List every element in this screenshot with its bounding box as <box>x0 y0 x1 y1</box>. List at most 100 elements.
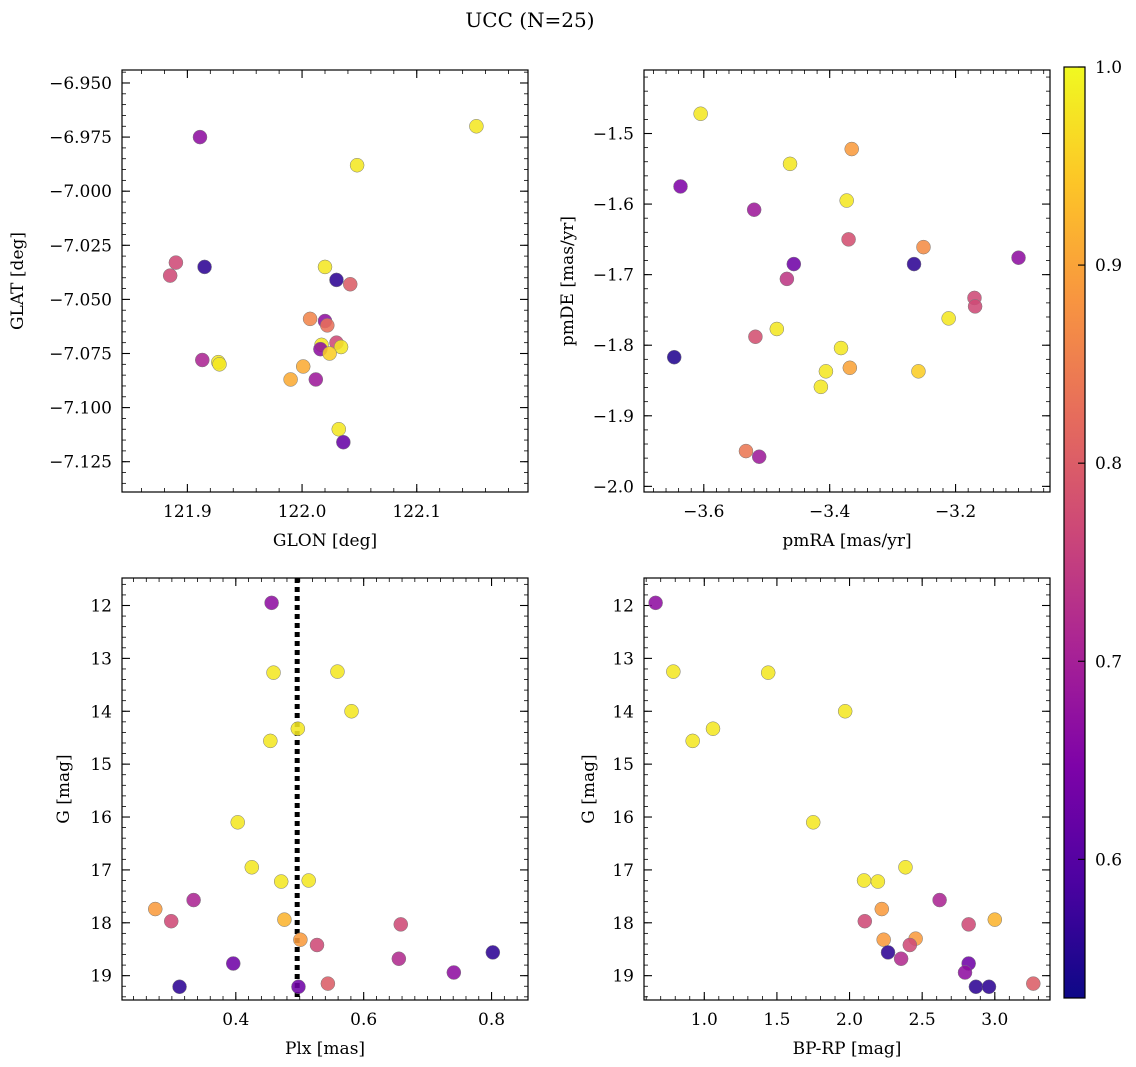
scatter-point <box>336 434 351 450</box>
x-tick-label: −3.4 <box>809 502 850 522</box>
scatter-point <box>230 815 245 830</box>
scatter-point <box>839 193 854 208</box>
scatter-point <box>244 860 260 875</box>
x-tick-label: 1.5 <box>763 1010 790 1030</box>
y-tick-label: 18 <box>90 914 112 934</box>
scatter-point <box>941 311 956 326</box>
y-tick-label: 19 <box>612 967 634 987</box>
x-axis-label: pmRA [mas/yr] <box>782 531 911 551</box>
scatter-panels: 121.9 122.0 122.1−6.950−6.975−7.000−7.025−… <box>8 69 1051 1059</box>
scatter-point <box>841 232 856 247</box>
y-tick-label: −7.025 <box>49 236 112 256</box>
scatter-point <box>147 901 163 917</box>
scatter-point <box>748 329 763 344</box>
scatter-point <box>666 349 682 365</box>
scatter-point <box>446 965 462 980</box>
scatter-point <box>844 141 859 157</box>
scatter-point <box>330 664 345 679</box>
scatter-point <box>342 276 358 292</box>
y-tick-label: −1.8 <box>593 336 634 356</box>
scatter-point <box>172 979 187 995</box>
scatter-point <box>302 311 318 327</box>
scatter-point <box>666 664 681 679</box>
y-tick-label: 19 <box>90 967 112 987</box>
y-tick-label: 17 <box>90 861 112 881</box>
x-axis-label: Plx [mas] <box>285 1039 365 1059</box>
scatter-point <box>987 912 1003 927</box>
scatter-point <box>393 917 409 932</box>
scatter-point <box>916 239 931 255</box>
y-tick-label: 13 <box>612 649 634 669</box>
scatter-point <box>932 892 947 908</box>
scatter-point <box>685 733 700 749</box>
scatter-point <box>906 256 922 272</box>
scatter-point <box>195 352 210 368</box>
y-tick-label: 15 <box>90 755 112 775</box>
colorbar: 0.6 0.7 0.8 0.9 1.0 <box>1063 58 1122 999</box>
axes-frame <box>643 577 1051 1001</box>
scatter-point <box>760 665 776 680</box>
colorbar-frame <box>1063 66 1086 999</box>
scatter-point <box>163 913 179 929</box>
y-tick-label: 14 <box>612 702 634 722</box>
scatter-point <box>333 339 349 355</box>
scatter-point <box>902 937 918 953</box>
x-tick-label: 0.4 <box>222 1010 249 1030</box>
scatter-point <box>331 421 347 437</box>
x-axis-label: BP-RP [mag] <box>793 1039 902 1059</box>
y-tick-label: 17 <box>612 861 634 881</box>
scatter-point <box>911 364 926 379</box>
scatter-point <box>648 595 663 611</box>
scatter-point <box>168 255 184 270</box>
scatter-point <box>874 901 890 917</box>
scatter-point <box>957 965 973 980</box>
y-tick-label: −1.6 <box>593 195 634 215</box>
scatter-point <box>981 979 997 995</box>
scatter-point <box>290 721 306 736</box>
axes-frame <box>643 69 1051 493</box>
scatter-point <box>893 951 909 967</box>
scatter-point <box>469 119 484 134</box>
scatter-point <box>320 318 335 333</box>
y-tick-label: −7.000 <box>49 182 112 202</box>
colorbar-tick-label: 0.6 <box>1095 850 1122 870</box>
panel-glon-glat: 121.9 122.0 122.1 −6.950 −6.975 −7.000 −7.025 −… <box>8 69 529 551</box>
y-axis-label: pmDE [mas/yr] <box>558 216 578 346</box>
scatter-point <box>308 372 324 387</box>
scatter-point <box>837 704 853 719</box>
x-tick-label: 121.9 <box>163 502 212 522</box>
scatter-point <box>779 271 795 287</box>
axes-frame <box>121 69 529 493</box>
scatter-point <box>898 860 913 875</box>
y-tick-label: 13 <box>90 649 112 669</box>
scatter-point <box>273 874 289 889</box>
scatter-point <box>856 873 872 888</box>
x-tick-label: −3.6 <box>683 502 724 522</box>
x-axis-label: GLON [deg] <box>273 531 377 551</box>
y-tick-label: 14 <box>90 702 112 722</box>
scatter-point <box>876 932 891 947</box>
scatter-point <box>769 321 785 337</box>
scatter-point <box>833 340 849 356</box>
x-tick-label: 2.0 <box>836 1010 863 1030</box>
y-axis-label: G [mag] <box>579 754 599 823</box>
scatter-point <box>266 665 281 680</box>
scatter-point <box>880 945 896 960</box>
scatter-point <box>818 364 834 379</box>
scatter-point <box>1011 250 1026 265</box>
scatter-point <box>968 979 984 995</box>
scatter-point <box>329 272 344 288</box>
scatter-point <box>264 595 279 611</box>
scatter-point <box>186 892 201 908</box>
y-tick-label: 12 <box>612 596 634 616</box>
scatter-point <box>857 913 873 929</box>
y-tick-label: −2.0 <box>593 477 634 497</box>
y-tick-label: 12 <box>90 596 112 616</box>
x-tick-label: 1.0 <box>691 1010 718 1030</box>
colorbar-tick-label: 0.9 <box>1095 256 1122 276</box>
scatter-point <box>786 256 802 272</box>
scatter-point <box>967 299 983 314</box>
scatter-point <box>961 917 976 932</box>
scatter-point <box>805 815 821 830</box>
y-tick-label: −6.975 <box>49 128 112 148</box>
